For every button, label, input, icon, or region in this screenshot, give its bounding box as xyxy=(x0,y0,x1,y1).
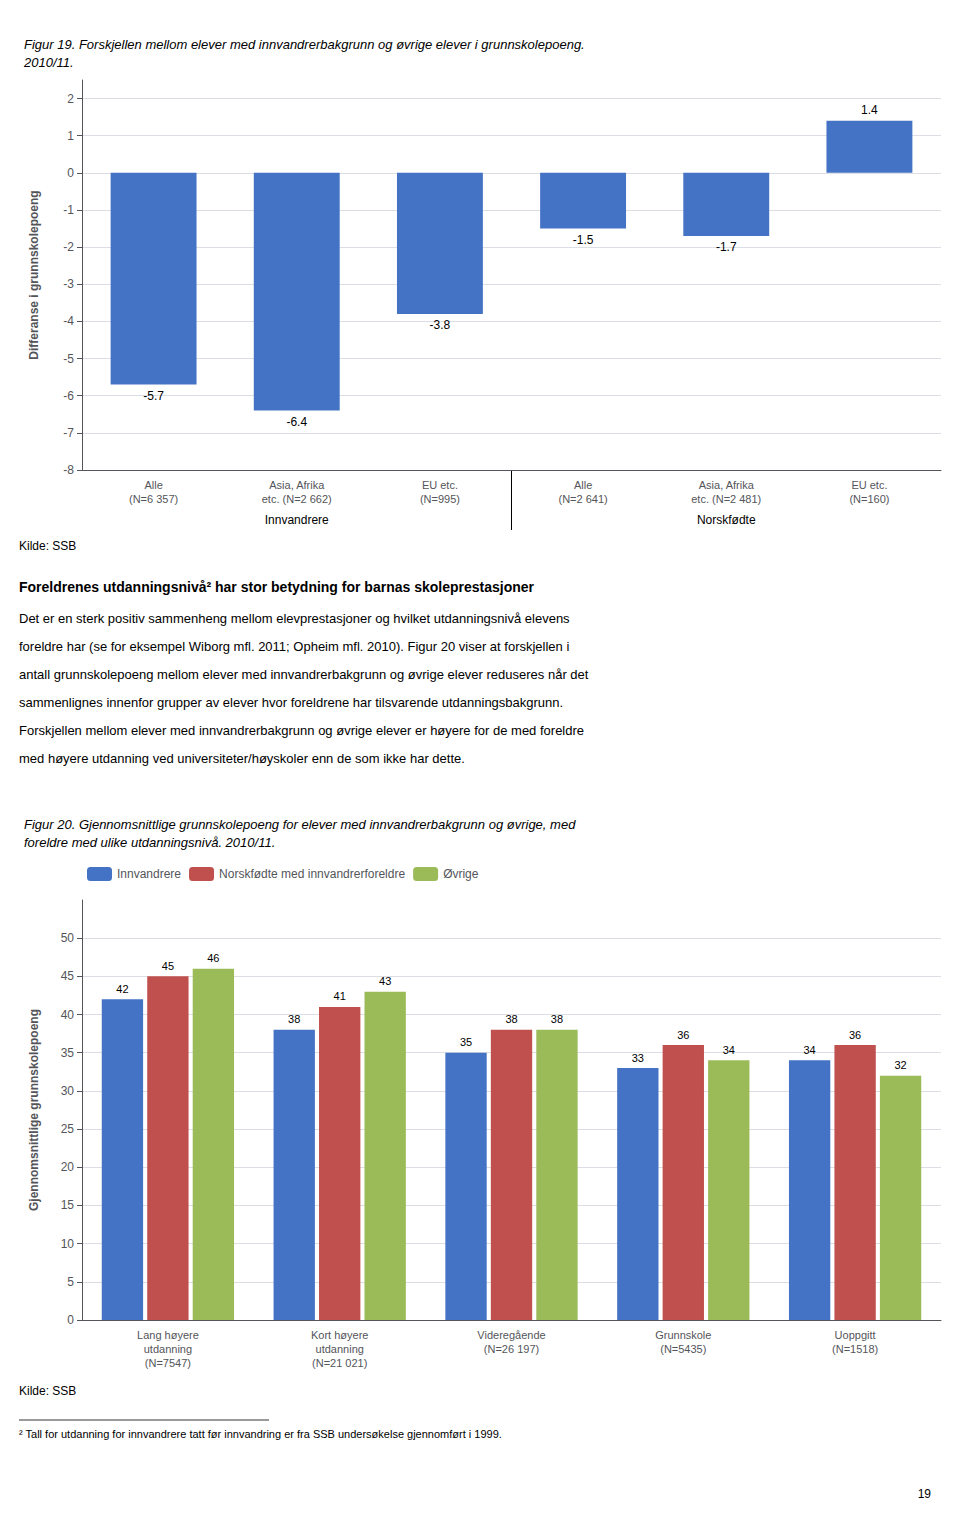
svg-text:² Tall for utdanning for innva: ² Tall for utdanning for innvandrere tat… xyxy=(19,1428,502,1440)
svg-text:40: 40 xyxy=(61,1008,75,1022)
svg-text:Kort høyere: Kort høyere xyxy=(311,1329,368,1341)
svg-text:Alle: Alle xyxy=(574,479,592,491)
svg-text:1.4: 1.4 xyxy=(861,103,878,117)
svg-text:Asia, Afrika: Asia, Afrika xyxy=(699,479,755,491)
svg-text:Figur 19. Forskjellen mellom e: Figur 19. Forskjellen mellom elever med … xyxy=(24,37,585,52)
svg-text:(N=2 641): (N=2 641) xyxy=(558,493,607,505)
svg-text:Lang høyere: Lang høyere xyxy=(137,1329,199,1341)
svg-text:Grunnskole: Grunnskole xyxy=(655,1329,711,1341)
svg-text:35: 35 xyxy=(61,1046,75,1060)
svg-text:45: 45 xyxy=(162,960,174,972)
svg-text:Kilde: SSB: Kilde: SSB xyxy=(19,1384,76,1398)
svg-text:foreldre har (se for eksempel: foreldre har (se for eksempel Wiborg mfl… xyxy=(19,639,569,654)
svg-text:-1.7: -1.7 xyxy=(716,240,737,254)
svg-text:Kilde: SSB: Kilde: SSB xyxy=(19,539,76,553)
svg-text:-6: -6 xyxy=(63,389,74,403)
svg-text:antall grunnskolepoeng mellom: antall grunnskolepoeng mellom elever med… xyxy=(19,667,589,682)
svg-text:-4: -4 xyxy=(63,314,74,328)
svg-text:38: 38 xyxy=(505,1013,517,1025)
svg-text:-5: -5 xyxy=(63,352,74,366)
svg-text:42: 42 xyxy=(116,983,128,995)
svg-text:1: 1 xyxy=(67,129,74,143)
svg-text:Differanse i grunnskolepoeng: Differanse i grunnskolepoeng xyxy=(27,190,41,359)
svg-text:sammenlignes innenfor grupper: sammenlignes innenfor grupper av elever … xyxy=(19,695,563,710)
svg-text:Asia, Afrika: Asia, Afrika xyxy=(269,479,325,491)
svg-text:Norskfødte: Norskfødte xyxy=(697,513,756,527)
svg-text:34: 34 xyxy=(804,1044,816,1056)
svg-text:15: 15 xyxy=(61,1198,75,1212)
svg-text:-8: -8 xyxy=(63,463,74,477)
svg-text:Forskjellen mellom elever med: Forskjellen mellom elever med innvandrer… xyxy=(19,723,584,738)
svg-text:2010/11.: 2010/11. xyxy=(23,55,74,70)
svg-text:foreldre med ulike utdanningsn: foreldre med ulike utdanningsnivå. 2010/… xyxy=(24,835,275,850)
svg-text:20: 20 xyxy=(61,1160,75,1174)
svg-text:43: 43 xyxy=(379,975,391,987)
svg-text:-2: -2 xyxy=(63,240,74,254)
svg-text:19: 19 xyxy=(918,1487,932,1501)
svg-text:(N=7547): (N=7547) xyxy=(145,1357,191,1369)
svg-text:33: 33 xyxy=(632,1052,644,1064)
svg-text:EU etc.: EU etc. xyxy=(422,479,458,491)
svg-text:Innvandrere: Innvandrere xyxy=(117,867,181,881)
svg-text:46: 46 xyxy=(207,952,219,964)
svg-text:Foreldrenes utdanningsnivå² ha: Foreldrenes utdanningsnivå² har stor bet… xyxy=(19,579,535,595)
svg-text:25: 25 xyxy=(61,1122,75,1136)
svg-text:Gjennomsnittlige grunnskolepoe: Gjennomsnittlige grunnskolepoeng xyxy=(27,1009,41,1211)
svg-text:Alle: Alle xyxy=(144,479,162,491)
svg-text:etc. (N=2 662): etc. (N=2 662) xyxy=(262,493,332,505)
svg-text:10: 10 xyxy=(61,1237,75,1251)
svg-text:-7: -7 xyxy=(63,426,74,440)
svg-text:-3.8: -3.8 xyxy=(430,318,451,332)
svg-text:-5.7: -5.7 xyxy=(143,389,164,403)
svg-text:Øvrige: Øvrige xyxy=(443,867,479,881)
svg-text:EU etc.: EU etc. xyxy=(851,479,887,491)
svg-text:36: 36 xyxy=(677,1029,689,1041)
svg-text:-1.5: -1.5 xyxy=(573,233,594,247)
svg-text:Uoppgitt: Uoppgitt xyxy=(835,1329,876,1341)
svg-text:utdanning: utdanning xyxy=(144,1343,192,1355)
svg-text:38: 38 xyxy=(288,1013,300,1025)
svg-text:41: 41 xyxy=(334,990,346,1002)
svg-text:(N=5435): (N=5435) xyxy=(660,1343,706,1355)
svg-text:(N=1518): (N=1518) xyxy=(832,1343,878,1355)
svg-text:med høyere utdanning ved unive: med høyere utdanning ved universiteter/h… xyxy=(19,751,465,766)
svg-text:2: 2 xyxy=(67,92,74,106)
svg-text:(N=6 357): (N=6 357) xyxy=(129,493,178,505)
svg-text:(N=160): (N=160) xyxy=(849,493,889,505)
svg-text:34: 34 xyxy=(723,1044,735,1056)
svg-text:Videregående: Videregående xyxy=(477,1329,545,1341)
svg-text:-6.4: -6.4 xyxy=(286,415,307,429)
svg-text:5: 5 xyxy=(67,1275,74,1289)
svg-text:Innvandrere: Innvandrere xyxy=(265,513,329,527)
svg-text:-3: -3 xyxy=(63,277,74,291)
svg-text:(N=995): (N=995) xyxy=(420,493,460,505)
svg-text:etc. (N=2 481): etc. (N=2 481) xyxy=(691,493,761,505)
svg-text:0: 0 xyxy=(67,166,74,180)
svg-text:38: 38 xyxy=(551,1013,563,1025)
svg-text:35: 35 xyxy=(460,1036,472,1048)
svg-text:Figur 20. Gjennomsnittlige gru: Figur 20. Gjennomsnittlige grunnskolepoe… xyxy=(24,817,576,832)
svg-text:50: 50 xyxy=(61,931,75,945)
svg-text:utdanning: utdanning xyxy=(316,1343,364,1355)
svg-text:(N=26 197): (N=26 197) xyxy=(484,1343,539,1355)
svg-text:32: 32 xyxy=(894,1059,906,1071)
svg-text:Det er en sterk positiv sammen: Det er en sterk positiv sammenheng mello… xyxy=(19,611,570,626)
svg-text:45: 45 xyxy=(61,969,75,983)
svg-text:0: 0 xyxy=(67,1313,74,1327)
svg-text:Norskfødte med innvandrerforel: Norskfødte med innvandrerforeldre xyxy=(219,867,405,881)
svg-text:-1: -1 xyxy=(63,203,74,217)
svg-text:(N=21 021): (N=21 021) xyxy=(312,1357,367,1369)
svg-text:30: 30 xyxy=(61,1084,75,1098)
svg-text:36: 36 xyxy=(849,1029,861,1041)
